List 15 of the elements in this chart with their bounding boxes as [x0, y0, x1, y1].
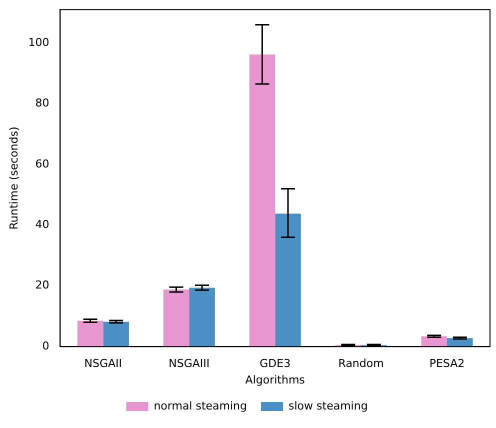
x-tick-label: GDE3	[260, 357, 291, 370]
legend-label: slow steaming	[288, 399, 368, 412]
y-axis-title: Runtime (seconds)	[7, 126, 20, 230]
x-tick-label: NSGAII	[84, 357, 122, 370]
y-tick-label: 0	[42, 339, 50, 352]
x-tick-label: PESA2	[429, 357, 465, 370]
y-tick-label: 100	[28, 36, 50, 49]
y-tick-label: 60	[35, 157, 50, 170]
x-axis-title: Algorithms	[245, 373, 306, 386]
y-tick-label: 20	[35, 278, 50, 292]
y-tick-label: 40	[35, 218, 50, 232]
x-tick-label: Random	[338, 357, 384, 370]
y-tick-label: 80	[35, 96, 50, 110]
x-tick-label: NSGAIII	[168, 357, 210, 370]
legend-label: normal steaming	[154, 399, 248, 412]
